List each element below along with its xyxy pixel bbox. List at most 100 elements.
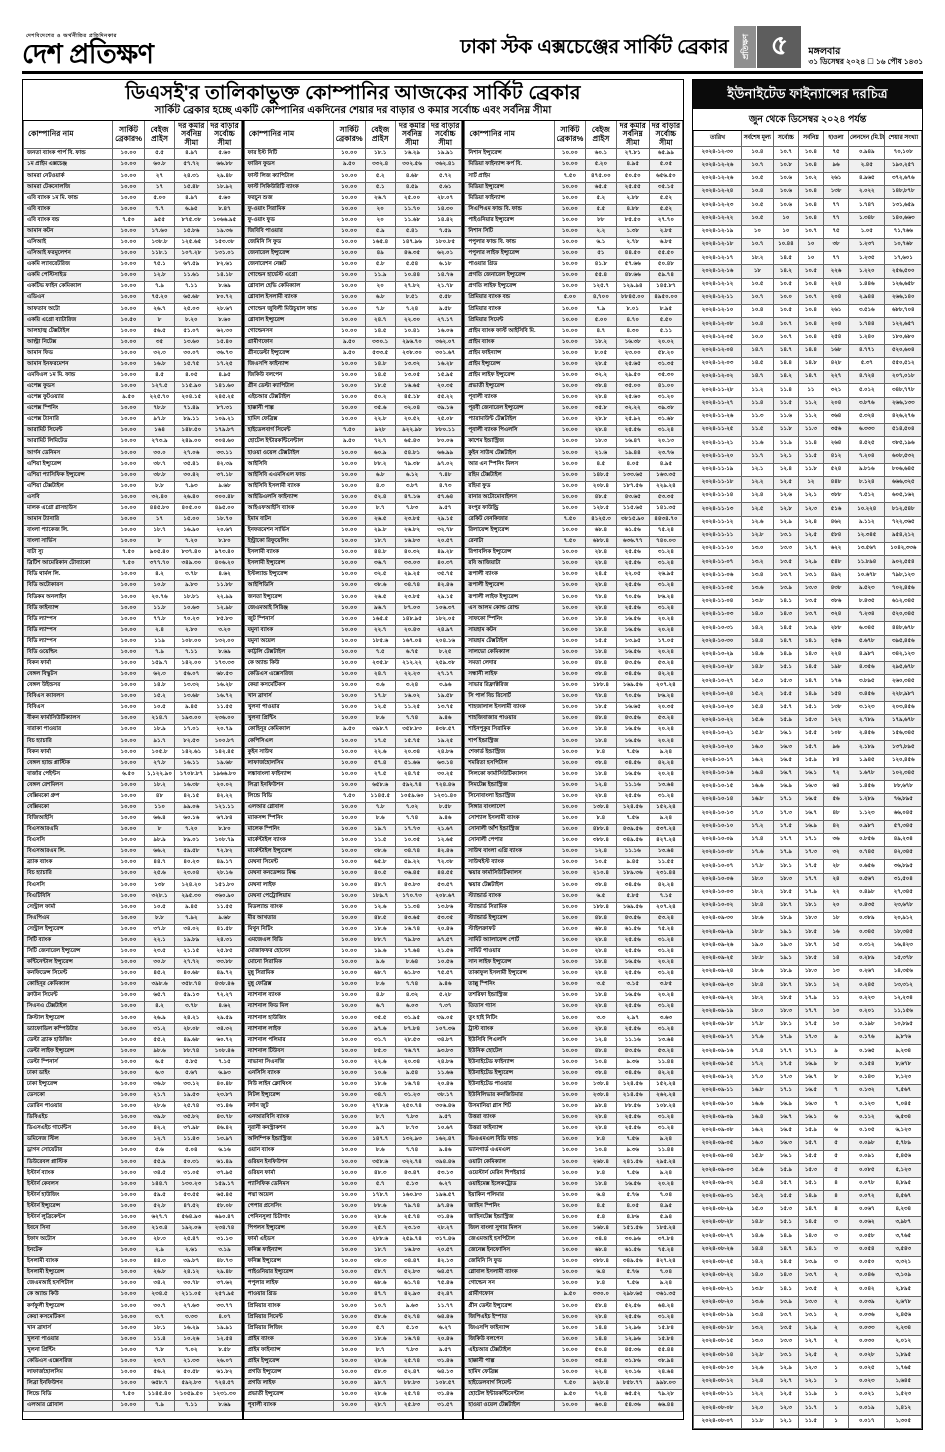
cell-upper-limit: ১৫১.৮০ bbox=[207, 879, 242, 892]
cell-trades: ১৬ bbox=[822, 925, 850, 940]
table-row: ২০২৪-১০-০৯ ১৭.৪ ১৭.৭ ১৭.১ ৩৬ ০.৮৫৬ ৪৯,২৩৪ bbox=[693, 832, 922, 848]
col-company-name: কোম্পানির নাম bbox=[22, 120, 114, 150]
table-row: এপেক্স ট্যানারি ১০.০০ ৯৭.৮ ৮৯.১১ ১০৯.২১ bbox=[22, 414, 242, 427]
table-row: ২০২৪-০৯-২৪ ১৮.৬ ১৮.৯ ১৮.৩ ১৩ ০.২৬৭ ১৪,৩৫৬ bbox=[693, 965, 922, 980]
table-row: জনতা ব্যাংক পার্প বি. ফান্ড ১০.০০ ৫.৫ ৪.৯৭ ৫… bbox=[22, 148, 242, 161]
cell-base-price: ২২৫.৭০ bbox=[143, 392, 176, 405]
cell-low: ১৫.৫ bbox=[797, 727, 824, 742]
cell-lower-limit: ২৫.৫৬ bbox=[615, 934, 650, 947]
cell-turnover: ১.০৫ bbox=[848, 224, 886, 240]
cell-company-name: জেনারেল ইন্স্যুরেন্স bbox=[243, 247, 334, 261]
cell-company-name: শেফার্ড ইন্ডাস্ট্রিজ bbox=[464, 746, 555, 759]
cell-upper-limit: ১৫২.২৪ bbox=[648, 801, 684, 814]
table-row: আমরা টেকনোলজি ১০.০০ ১৭ ১৫.৪৮ ১৮.৯২ bbox=[22, 181, 242, 194]
table-row: জেমিনি সি ফুড ১০.০০ ১৬৫.৪ ১৪৭.৯৬ ১৮০.৮৫ bbox=[243, 236, 463, 250]
cell-company-name: জাহিন স্পিনিং bbox=[464, 1200, 555, 1213]
cell-upper-limit: ১৯৬.৫৭ bbox=[428, 1189, 463, 1202]
cell-circuit-breaker-pct: ১০.০০ bbox=[332, 968, 366, 981]
cell-turnover: ৮.১২৪ bbox=[848, 475, 886, 491]
cell-lower-limit: ২৯৬.৭০ bbox=[394, 336, 430, 349]
cell-low: ১৭.৯ bbox=[797, 885, 824, 900]
cell-trades: ১০৮ bbox=[822, 727, 850, 742]
cell-last-price: ১০.৫ bbox=[740, 277, 774, 292]
cell-base-price: ১৬৫.৫ bbox=[364, 613, 396, 626]
cell-last-price: ১৮.৪ bbox=[740, 978, 774, 993]
cell-company-name: সাউথ বাংলা এগ্রি ব্যাংক bbox=[464, 846, 555, 859]
cell-upper-limit: ৮০.৭২ bbox=[207, 292, 242, 305]
cell-base-price: ১৪.৪ bbox=[585, 1333, 617, 1346]
cell-turnover: ২.১৮৯ bbox=[848, 740, 886, 755]
cell-trades: ৩২১ bbox=[822, 383, 850, 398]
cell-circuit-breaker-pct: ১০.০০ bbox=[332, 657, 366, 670]
table-row: ওরিয়ন ফার্মা ১০.০০ ৪৮.৩ ৪৩.৪৭ ৫৩.১৩ bbox=[243, 1167, 463, 1180]
cell-turnover: ০.১৬৫ bbox=[848, 1044, 886, 1059]
cell-lower-limit: ৩০.৭৮ bbox=[174, 1278, 209, 1291]
cell-lower-limit: ৭.৫৬ bbox=[615, 1167, 650, 1180]
cell-share-count: ২,৬৭৮ bbox=[884, 1295, 922, 1310]
cell-last-price: ১২.৮ bbox=[740, 1348, 774, 1363]
cell-last-price: ১৪.৮ bbox=[740, 1216, 774, 1231]
cell-circuit-breaker-pct: ১০.০০ bbox=[112, 1034, 145, 1047]
cell-upper-limit: ৪৯.৭২ bbox=[207, 968, 242, 981]
cell-base-price: ৭.৯ bbox=[585, 303, 617, 316]
cell-base-price: ২৮.৪ bbox=[585, 1123, 617, 1136]
cell-circuit-breaker-pct: ১০.০০ bbox=[332, 890, 366, 903]
col-base-price: বেইজ প্রাইস bbox=[585, 120, 617, 150]
table-row: ইস্টার্ন কেবলস ১০.০০ ১৪৪.৭ ১৩০.২৩ ১৫৯.১৭ bbox=[22, 1178, 242, 1191]
cell-circuit-breaker-pct: ১০.০০ bbox=[332, 668, 366, 682]
cell-share-count: ১০,৮৯৫ bbox=[884, 1017, 922, 1033]
cell-upper-limit: ২০.২৪ bbox=[648, 646, 684, 659]
table-row: সিএপিএম ১০.০০ ৮.৮ ৭.৯২ ৯.৬৮ bbox=[22, 912, 242, 925]
cell-lower-limit: ২.৮০ bbox=[174, 624, 209, 637]
cell-lower-limit: ২৫.৫৬ bbox=[615, 1001, 650, 1014]
cell-base-price: ৯.৭ bbox=[364, 1123, 396, 1136]
cell-base-price: ৯৭.৮ bbox=[143, 414, 176, 427]
cell-date: ২০২৪-০৯-১৭ bbox=[693, 1031, 742, 1046]
cell-share-count: ১৬,৪২৩ bbox=[884, 938, 922, 953]
cell-circuit-breaker-pct: ১০.০০ bbox=[553, 735, 587, 748]
cell-upper-limit: ১৬.২৮ bbox=[207, 680, 242, 693]
cell-lower-limit: ১৩.৩২ bbox=[394, 358, 430, 371]
cell-last-price: ১৮.৪ bbox=[740, 898, 774, 914]
cell-upper-limit: ২৬২.২৪ bbox=[648, 1089, 684, 1103]
table-row: ২০২৪-১২-০৫ ১০.০ ১০.৭ ১০.৪ ২৫৪ ১.২৪০ ১৮০,৬৮০ bbox=[693, 330, 922, 345]
table-row: সন্ধানী লাইফ ১০.০০ ৩৮.৪ ৩৪.৫৬ ৪২.২৪ bbox=[464, 668, 684, 682]
cell-low: ১২.৭ bbox=[797, 1335, 824, 1350]
cell-base-price: ৪.২ bbox=[143, 1001, 176, 1014]
cell-high: ১২.১ bbox=[772, 1414, 799, 1429]
table-row: এশিয়া ইন্স্যুরেন্স ১০.০০ ৩৮.৭ ৩৫.৪১ ৪২.৩৯ bbox=[22, 458, 242, 471]
cell-low: ১২.৫ bbox=[797, 528, 824, 544]
table-row: কুইন সাউথ টেক্সটাইল ১০.০০ ২১.৬ ১৯.৪৪ ২৩.৭৬ bbox=[464, 447, 684, 460]
cell-base-price: ৪৮.৪ bbox=[585, 912, 617, 925]
cell-base-price: ২২.৬ bbox=[364, 1056, 396, 1069]
cell-circuit-breaker-pct: ১০.০০ bbox=[553, 392, 587, 405]
cell-base-price: ৩.৭ bbox=[143, 1311, 176, 1324]
cell-low: ১৭.৭ bbox=[797, 872, 824, 887]
cell-last-price: ১৩.২ bbox=[740, 1321, 774, 1337]
cell-base-price: ২৪.৭ bbox=[364, 668, 396, 682]
cell-company-name: ন্যাশনাল হাউজিং bbox=[243, 1012, 334, 1025]
cell-company-name: প্রিমিয়ার ব্যাংক বন্ড bbox=[464, 292, 555, 305]
table-row: প্রাইম ইন্স্যুরেন্স ১০.০০ ২৮.৬ ২৫.৭৪ ৩১.৪৬ bbox=[243, 1355, 463, 1368]
cell-company-name: বেঙ্গল উইন্ডসর bbox=[22, 680, 114, 693]
cell-lower-limit: ১৩৩.৬৫ bbox=[615, 469, 650, 482]
cell-turnover: ০.২৪৫ bbox=[848, 978, 886, 993]
cell-company-name: একমি পেস্টিসাইড bbox=[22, 270, 114, 283]
cell-high: ১০ bbox=[772, 224, 799, 240]
cell-lower-limit: ৮৭.০৩ bbox=[394, 602, 430, 615]
cell-company-name: বেক্সিমকো গ্রুপ bbox=[22, 790, 114, 803]
cell-circuit-breaker-pct: ১০.০০ bbox=[332, 192, 366, 205]
cell-trades: ৪ bbox=[822, 1189, 850, 1205]
cell-high: ১৯.৩ bbox=[772, 938, 799, 953]
table-row: জাহিন স্পিনিং ১০.০০ ৪.৫ ৪.০৫ ৪.৯৫ bbox=[464, 1200, 684, 1213]
cell-trades: ১৬৮ bbox=[822, 343, 850, 359]
cell-lower-limit: ৯.৫৪ bbox=[394, 1067, 430, 1080]
cell-lower-limit: ১০৫৯.৫০ bbox=[174, 1389, 209, 1402]
brand-name[interactable]: দেশ প্রতিক্ষণ bbox=[22, 39, 154, 70]
cell-lower-limit: ১৩২.৯৩ bbox=[394, 1134, 430, 1147]
cell-lower-limit: ২৫.৪৭ bbox=[174, 1233, 209, 1247]
cell-trades: ৫২৪ bbox=[822, 462, 850, 477]
cell-last-price: ১৭.০ bbox=[740, 1070, 774, 1086]
cell-company-name: উত্তরা ব্যাংক bbox=[464, 1112, 555, 1125]
cell-date: ২০২৪-০৮-২০ bbox=[693, 1295, 742, 1310]
